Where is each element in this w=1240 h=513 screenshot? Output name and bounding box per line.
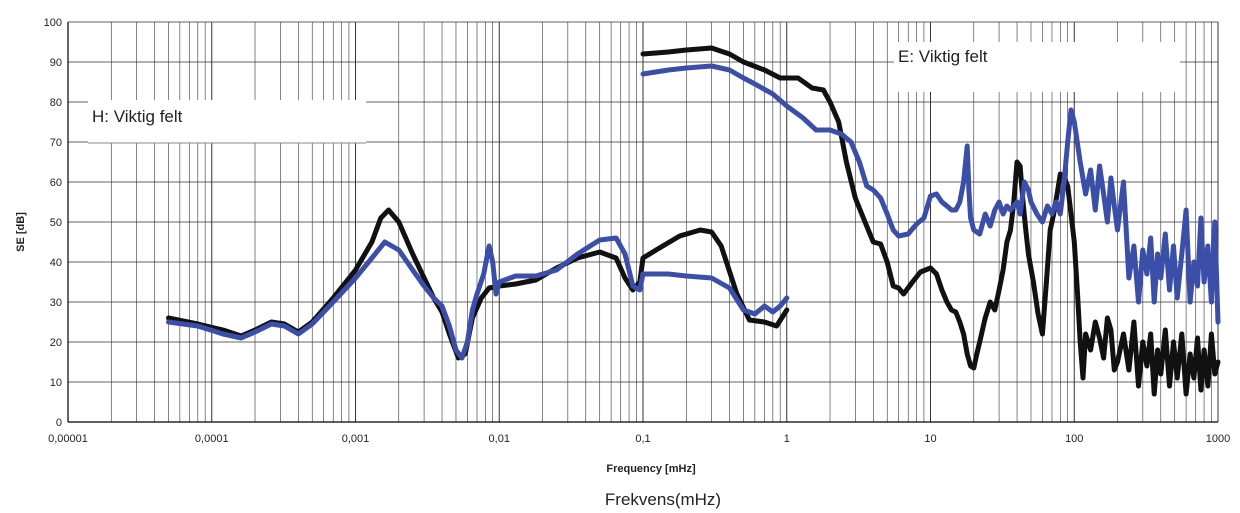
y-tick-label: 50 — [50, 217, 62, 229]
y-tick-label: 20 — [50, 337, 62, 349]
x-tick-label: 0,01 — [489, 433, 510, 445]
tick-labels: 0 10 20 30 40 50 60 70 80 90 100 0,00001 0,0001 0,001… — [44, 17, 1231, 445]
x-axis-title: Frequency [mHz] — [606, 463, 696, 475]
y-tick-label: 40 — [50, 257, 62, 269]
y-tick-label: 60 — [50, 177, 62, 189]
x-tick-label: 100 — [1065, 433, 1083, 445]
y-axis-title: SE [dB] — [15, 212, 27, 252]
y-tick-label: 30 — [50, 297, 62, 309]
series-1-segment-1 — [640, 63, 1221, 325]
y-tick-label: 80 — [50, 97, 62, 109]
series-layer — [166, 45, 1221, 397]
annotation-h-text: H: Viktig felt — [92, 107, 183, 126]
x-tick-label: 10 — [924, 433, 936, 445]
x-tick-label: 0,00001 — [48, 433, 88, 445]
x-tick-label: 0,0001 — [195, 433, 229, 445]
y-tick-label: 0 — [56, 417, 62, 429]
caption: Frekvens(mHz) — [605, 490, 721, 509]
y-tick-label: 70 — [50, 137, 62, 149]
annotation-h-box — [88, 100, 366, 143]
series-1-segment-0 — [166, 235, 790, 361]
x-tick-label: 0,1 — [635, 433, 650, 445]
annotation-h: H: Viktig felt — [88, 100, 366, 144]
y-tick-label: 10 — [50, 377, 62, 389]
annotation-e-box — [894, 42, 1180, 92]
annotation-e: E: Viktig felt — [894, 42, 1180, 92]
x-tick-label: 0,001 — [342, 433, 370, 445]
x-tick-label: 1 — [784, 433, 790, 445]
y-tick-label: 100 — [44, 17, 62, 29]
axes — [67, 22, 1218, 423]
y-tick-label: 90 — [50, 57, 62, 69]
annotation-e-text: E: Viktig felt — [898, 47, 988, 66]
series-0-segment-1 — [640, 45, 1221, 397]
x-tick-label: 1000 — [1206, 433, 1230, 445]
